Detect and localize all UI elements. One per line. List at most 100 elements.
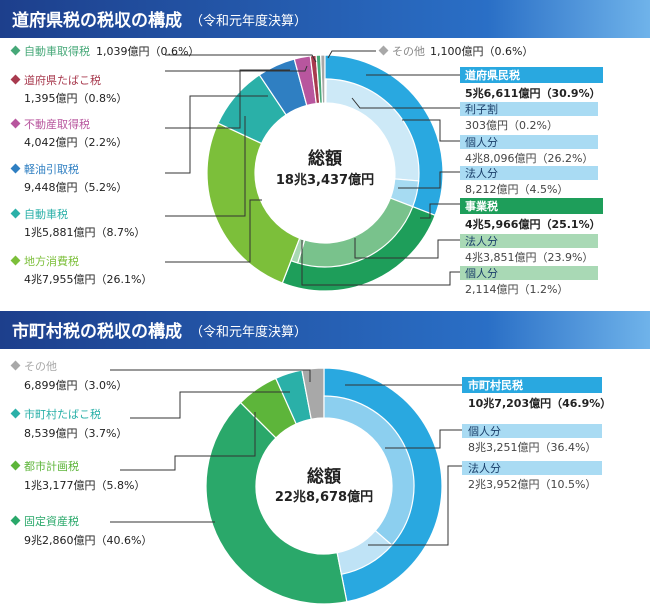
pref-left-connector-3 (165, 95, 268, 174)
pref-header-title: 道府県税の税収の構成 (12, 10, 182, 31)
pref-right-name-1: 利子割 (465, 102, 498, 116)
pref-right-label-4: 事業税 4兆5,966億円（25.1%） (460, 198, 603, 231)
pref-right-box-1 (460, 102, 598, 116)
pref-left-marker-5 (10, 255, 21, 266)
pref-right-box-3 (460, 166, 598, 180)
muni-right-connector-2 (368, 465, 462, 546)
pref-right-box-2 (460, 135, 598, 149)
muni-right-box-0 (462, 377, 602, 393)
pref-right-label-0: 道府県民税 5兆6,611億円（30.9%） (460, 67, 603, 100)
pref-right-box-4 (460, 198, 603, 214)
pref-labels: 自動車取得税 1,039億円（0.6%） 道府県たばこ税 1,395億円（0.8%） 不… (10, 44, 603, 296)
pref-right-connector-1 (351, 97, 460, 109)
pref-left-value-1: 1,395億円（0.8%） (24, 92, 127, 105)
pref-right-value-6: 2,114億円（1.2%） (465, 283, 568, 296)
pref-donut-hole (257, 105, 393, 241)
muni-outer-slice-1 (205, 401, 348, 605)
pref-other-connector (327, 50, 376, 59)
muni-left-label-3: 固定資産税 9兆2,860億円（40.6%） (10, 514, 152, 547)
pref-right-name-3: 法人分 (465, 166, 498, 180)
muni-left-value-0: 6,899億円（3.0%） (24, 379, 127, 392)
muni-left-label-1: 市町村たばこ税 8,539億円（3.7%） (10, 407, 127, 440)
muni-left-marker-1 (10, 408, 21, 419)
muni-donut-chart (205, 367, 443, 605)
muni-left-name-1: 市町村たばこ税 (24, 407, 101, 421)
pref-left-label-2: 不動産取得税 4,042億円（2.2%） (10, 117, 127, 149)
pref-right-value-1: 303億円（0.2%） (465, 119, 558, 132)
pref-other-marker (378, 45, 389, 56)
muni-left-marker-2 (10, 460, 21, 471)
muni-left-value-1: 8,539億円（3.7%） (24, 427, 127, 440)
pref-left-connector-5 (165, 199, 262, 263)
muni-right-box-2 (462, 461, 602, 475)
muni-left-value-2: 1兆3,177億円（5.8%） (24, 479, 145, 492)
pref-left-value-0: 1,039億円（0.6%） (96, 45, 199, 58)
pref-header-subtitle: （令和元年度決算） (190, 13, 307, 29)
pref-inner-slice-4 (290, 237, 306, 264)
muni-left-value-3: 9兆2,860億円（40.6%） (24, 534, 152, 547)
pref-right-connector-3 (398, 171, 460, 189)
muni-right-label-1: 個人分 8兆3,251億円（36.4%） (462, 424, 602, 454)
pref-right-connector-4 (420, 203, 460, 219)
pref-right-connector-5 (354, 238, 460, 259)
muni-right-connector-1 (385, 429, 462, 449)
muni-labels: その他 6,899億円（3.0%） 市町村たばこ税 8,539億円（3.7%） 都市計画… (10, 360, 611, 547)
muni-header-bar (0, 311, 650, 349)
muni-right-name-0: 市町村民税 (468, 378, 523, 392)
muni-left-label-0: その他 6,899億円（3.0%） (10, 360, 127, 392)
pref-right-name-4: 事業税 (465, 199, 498, 213)
pref-right-label-3: 法人分 8,212億円（4.5%） (460, 166, 598, 196)
muni-right-name-1: 個人分 (468, 425, 501, 438)
pref-right-label-5: 法人分 4兆3,851億円（23.9%） (460, 234, 598, 264)
muni-left-name-2: 都市計画税 (24, 459, 79, 473)
muni-right-name-2: 法人分 (468, 461, 501, 475)
pref-center-title: 総額 (308, 148, 342, 169)
pref-left-label-0: 自動車取得税 1,039億円（0.6%） (10, 44, 199, 58)
muni-left-connector-0 (110, 369, 311, 382)
pref-right-value-4: 4兆5,966億円（25.1%） (465, 217, 601, 231)
pref-left-marker-3 (10, 163, 21, 174)
pref-right-label-2: 個人分 4兆8,096億円（26.2%） (460, 135, 598, 165)
muni-left-label-2: 都市計画税 1兆3,177億円（5.8%） (10, 459, 145, 492)
muni-inner-slice-1 (336, 529, 393, 576)
muni-right-box-1 (462, 424, 602, 438)
muni-left-marker-3 (10, 515, 21, 526)
pref-right-name-0: 道府県民税 (465, 68, 520, 82)
muni-center-total: 22兆8,678億円 (275, 489, 373, 505)
pref-left-marker-0 (10, 45, 21, 56)
pref-right-box-6 (460, 266, 598, 280)
pref-header-bar (0, 0, 650, 38)
pref-center-total: 18兆3,437億円 (276, 172, 374, 188)
pref-left-name-2: 不動産取得税 (24, 117, 90, 131)
pref-outer-slice-8 (315, 54, 323, 104)
pref-right-connector-2 (402, 119, 460, 142)
pref-right-label-1: 利子割 303億円（0.2%） (460, 102, 598, 132)
muni-center-title: 総額 (307, 466, 341, 487)
pref-left-marker-2 (10, 118, 21, 129)
muni-right-value-1: 8兆3,251億円（36.4%） (468, 441, 596, 454)
pref-left-name-4: 自動車税 (24, 207, 68, 221)
pref-right-name-6: 個人分 (465, 267, 498, 280)
pref-right-value-3: 8,212億円（4.5%） (465, 183, 568, 196)
pref-connectors (165, 50, 460, 286)
pref-left-label-5: 地方消費税 4兆7,955億円（26.1%） (10, 254, 152, 286)
pref-donut-chart (206, 54, 444, 292)
pref-left-name-5: 地方消費税 (24, 254, 79, 268)
pref-right-value-5: 4兆3,851億円（23.9%） (465, 251, 593, 264)
pref-right-label-6: 個人分 2,114億円（1.2%） (460, 266, 598, 296)
pref-right-value-0: 5兆6,611億円（30.9%） (465, 86, 601, 100)
muni-right-label-0: 市町村民税 10兆7,203億円（46.9%） (462, 377, 611, 410)
pref-left-label-4: 自動車税 1兆5,881億円（8.7%） (10, 207, 145, 239)
pref-left-value-5: 4兆7,955億円（26.1%） (24, 273, 152, 286)
muni-connectors (110, 369, 462, 546)
muni-left-connector-1 (130, 391, 290, 419)
pref-left-connector-4 (165, 116, 246, 217)
pref-left-label-1: 道府県たばこ税 1,395億円（0.8%） (10, 73, 127, 105)
pref-right-connector-6 (301, 240, 460, 286)
pref-other-label: その他 1,100億円（0.6%） (378, 45, 533, 58)
muni-left-connector-2 (120, 412, 256, 471)
pref-left-name-3: 軽油引取税 (24, 162, 79, 176)
pref-right-value-2: 4兆8,096億円（26.2%） (465, 152, 593, 165)
pref-left-value-2: 4,042億円（2.2%） (24, 136, 127, 149)
